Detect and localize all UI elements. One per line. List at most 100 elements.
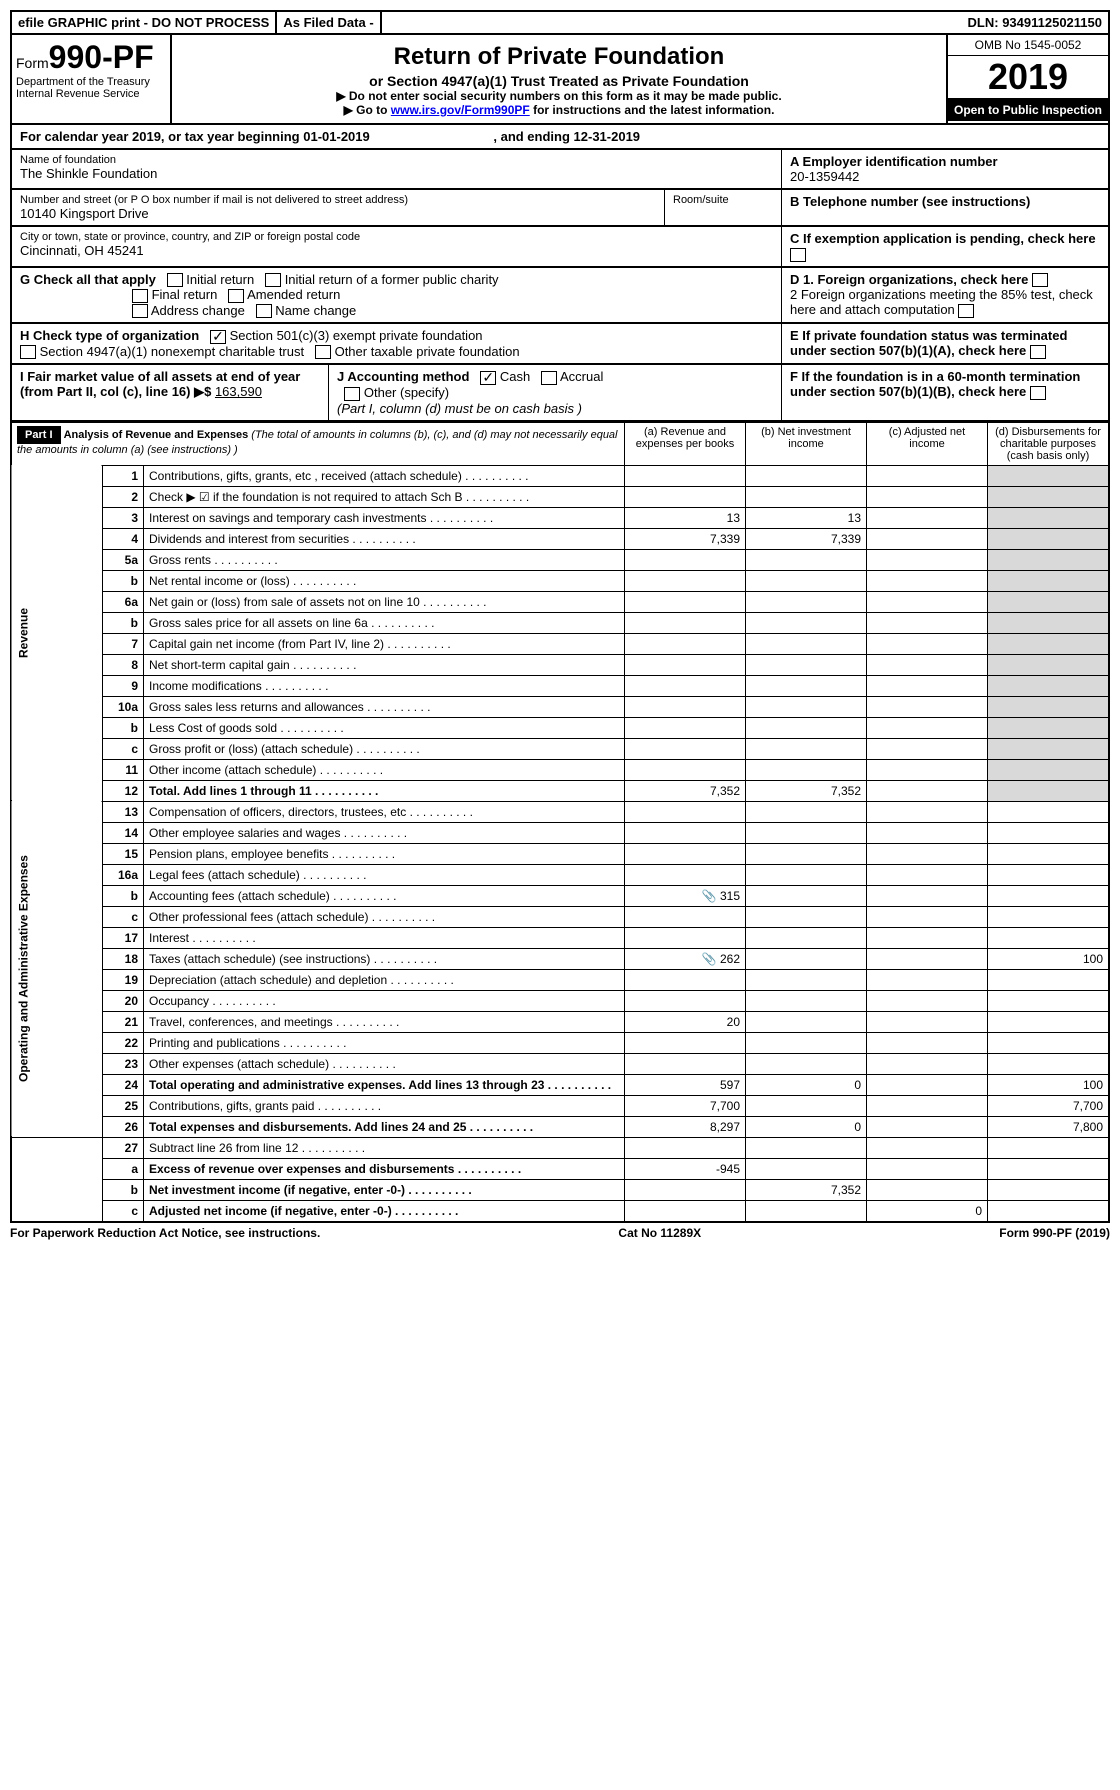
cell-value [625,843,746,864]
cell-value [746,885,867,906]
header-center: Return of Private Foundation or Section … [172,35,946,123]
cell-value [867,717,988,738]
table-row: 6aNet gain or (loss) from sale of assets… [11,591,1109,612]
line-description: Other income (attach schedule) [144,759,625,780]
table-row: 27Subtract line 26 from line 12 [11,1137,1109,1158]
ein-value: 20-1359442 [790,169,1100,184]
line-description: Gross profit or (loss) (attach schedule) [144,738,625,759]
part1-label: Part I [17,426,61,444]
e-label: E If private foundation status was termi… [790,328,1067,358]
table-row: bNet rental income or (loss) [11,570,1109,591]
line-description: Excess of revenue over expenses and disb… [144,1158,625,1179]
j-note: (Part I, column (d) must be on cash basi… [337,401,582,416]
cell-value [867,654,988,675]
name-change-checkbox[interactable] [256,304,272,318]
line-number: 6a [103,591,144,612]
table-row: bGross sales price for all assets on lin… [11,612,1109,633]
line-number: 7 [103,633,144,654]
cell-value [746,465,867,486]
h-other-checkbox[interactable] [315,345,331,359]
cell-value [867,738,988,759]
table-row: 25Contributions, gifts, grants paid 7,70… [11,1095,1109,1116]
table-row: 16aLegal fees (attach schedule) [11,864,1109,885]
cell-value: 7,352 [746,780,867,801]
cell-value [867,1116,988,1137]
cell-value [988,738,1110,759]
line-description: Compensation of officers, directors, tru… [144,801,625,822]
table-row: Revenue1Contributions, gifts, grants, et… [11,465,1109,486]
cell-value [625,549,746,570]
cell-value [625,1032,746,1053]
cell-value [867,486,988,507]
line-description: Net investment income (if negative, ente… [144,1179,625,1200]
j-accrual-checkbox[interactable] [541,371,557,385]
line-number: 24 [103,1074,144,1095]
h-4947-checkbox[interactable] [20,345,36,359]
d1-checkbox[interactable] [1032,273,1048,287]
line-number: 23 [103,1053,144,1074]
cell-value [867,948,988,969]
open-public: Open to Public Inspection [948,99,1108,121]
cell-value [988,864,1110,885]
table-row: 14Other employee salaries and wages [11,822,1109,843]
j-other-checkbox[interactable] [344,387,360,401]
cell-value: 📎 262 [625,948,746,969]
f-checkbox[interactable] [1030,386,1046,400]
cell-value [746,927,867,948]
cell-value [867,1137,988,1158]
cell-value [867,906,988,927]
line-number: 22 [103,1032,144,1053]
table-row: 9Income modifications [11,675,1109,696]
table-row: bNet investment income (if negative, ent… [11,1179,1109,1200]
line-description: Pension plans, employee benefits [144,843,625,864]
cell-value [867,1032,988,1053]
d2-checkbox[interactable] [958,304,974,318]
expenses-label: Operating and Administrative Expenses [11,801,103,1137]
line-number: 3 [103,507,144,528]
cell-value: 13 [746,507,867,528]
line-number: 15 [103,843,144,864]
col-a-header: (a) Revenue and expenses per books [625,422,746,465]
line-description: Contributions, gifts, grants paid [144,1095,625,1116]
cell-value [867,1095,988,1116]
cell-value [625,969,746,990]
line-number: b [103,570,144,591]
j-cash-checkbox[interactable]: ✓ [480,371,496,385]
table-row: cGross profit or (loss) (attach schedule… [11,738,1109,759]
top-bar: efile GRAPHIC print - DO NOT PROCESS As … [10,10,1110,35]
amended-return-checkbox[interactable] [228,289,244,303]
line-number: 19 [103,969,144,990]
cell-value [867,759,988,780]
cell-value [867,465,988,486]
c-checkbox[interactable] [790,248,806,262]
address-change-checkbox[interactable] [132,304,148,318]
e-checkbox[interactable] [1030,345,1046,359]
final-return-checkbox[interactable] [132,289,148,303]
cell-value [746,906,867,927]
initial-former-checkbox[interactable] [265,273,281,287]
col-b-header: (b) Net investment income [746,422,867,465]
cell-value [625,1179,746,1200]
cell-value [988,549,1110,570]
table-row: 26Total expenses and disbursements. Add … [11,1116,1109,1137]
initial-return-checkbox[interactable] [167,273,183,287]
cell-value: 7,339 [625,528,746,549]
table-row: 21Travel, conferences, and meetings 20 [11,1011,1109,1032]
city-label: City or town, state or province, country… [20,231,773,243]
cell-value: 8,297 [625,1116,746,1137]
foundation-name: The Shinkle Foundation [20,166,773,181]
form-header: Form990-PF Department of the Treasury In… [10,35,1110,125]
line-description: Interest [144,927,625,948]
irs-link[interactable]: www.irs.gov/Form990PF [391,103,530,117]
table-row: 18Taxes (attach schedule) (see instructi… [11,948,1109,969]
h-501c3-checkbox[interactable]: ✓ [210,330,226,344]
cell-value: 0 [746,1116,867,1137]
cell-value: 📎 315 [625,885,746,906]
cell-value [988,654,1110,675]
line-number: b [103,717,144,738]
cell-value [988,801,1110,822]
table-row: cAdjusted net income (if negative, enter… [11,1200,1109,1222]
table-row: 5aGross rents [11,549,1109,570]
cell-value [867,1179,988,1200]
cell-value [625,486,746,507]
